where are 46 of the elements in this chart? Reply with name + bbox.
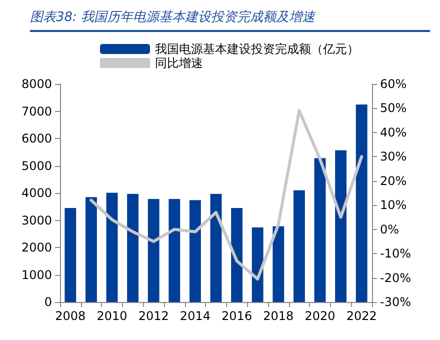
bar bbox=[85, 197, 97, 302]
y-tick-label: 2000 bbox=[21, 240, 52, 254]
x-tick-label: 2022 bbox=[346, 309, 377, 323]
y2-tick-label: -20% bbox=[380, 270, 412, 285]
bar bbox=[168, 198, 180, 302]
x-tick-label: 2012 bbox=[138, 309, 169, 323]
y-tick-label: 8000 bbox=[21, 77, 52, 91]
y-tick-label: 0 bbox=[44, 295, 52, 309]
y-tick-label: 4000 bbox=[21, 186, 52, 200]
x-tick-label: 2018 bbox=[263, 309, 294, 323]
bar bbox=[252, 227, 264, 302]
x-tick-label: 2020 bbox=[304, 309, 336, 323]
bar bbox=[64, 208, 76, 302]
y2-tick-label: 50% bbox=[380, 101, 407, 116]
y2-tick-label: 0% bbox=[380, 222, 400, 236]
x-tick-label: 2008 bbox=[55, 309, 86, 323]
legend-label: 同比增速 bbox=[155, 56, 203, 70]
y-tick-label: 5000 bbox=[21, 158, 52, 173]
y-tick-label: 1000 bbox=[21, 268, 52, 282]
bar bbox=[148, 198, 160, 302]
bar bbox=[106, 192, 118, 302]
bar bbox=[272, 226, 284, 302]
y2-tick-label: -30% bbox=[380, 295, 412, 309]
bar bbox=[189, 200, 201, 302]
bar bbox=[127, 194, 139, 302]
chart-title: 图表38: 我国历年电源基本建设投资完成额及增速 bbox=[30, 8, 430, 32]
bar bbox=[293, 190, 305, 302]
y-tick-label: 6000 bbox=[21, 132, 52, 146]
bar bbox=[335, 150, 347, 302]
x-tick-label: 2016 bbox=[222, 309, 252, 323]
x-tick-label: 2010 bbox=[96, 309, 128, 323]
x-tick-label: 2014 bbox=[180, 309, 210, 323]
legend-label: 我国电源基本建设投资完成额（亿元） bbox=[155, 42, 359, 56]
y2-tick-label: 10% bbox=[380, 198, 407, 212]
y-tick-label: 3000 bbox=[21, 213, 52, 228]
bar bbox=[356, 104, 368, 302]
y-tick-label: 7000 bbox=[21, 104, 52, 118]
y2-tick-label: 40% bbox=[380, 125, 407, 140]
y2-tick-label: 20% bbox=[380, 174, 407, 188]
y2-tick-label: -10% bbox=[380, 246, 412, 261]
bar bbox=[231, 208, 243, 302]
y2-tick-label: 30% bbox=[380, 150, 407, 164]
y2-tick-label: 60% bbox=[380, 77, 407, 91]
bar bbox=[314, 158, 326, 302]
bar bbox=[210, 194, 222, 302]
line-series bbox=[90, 109, 364, 280]
